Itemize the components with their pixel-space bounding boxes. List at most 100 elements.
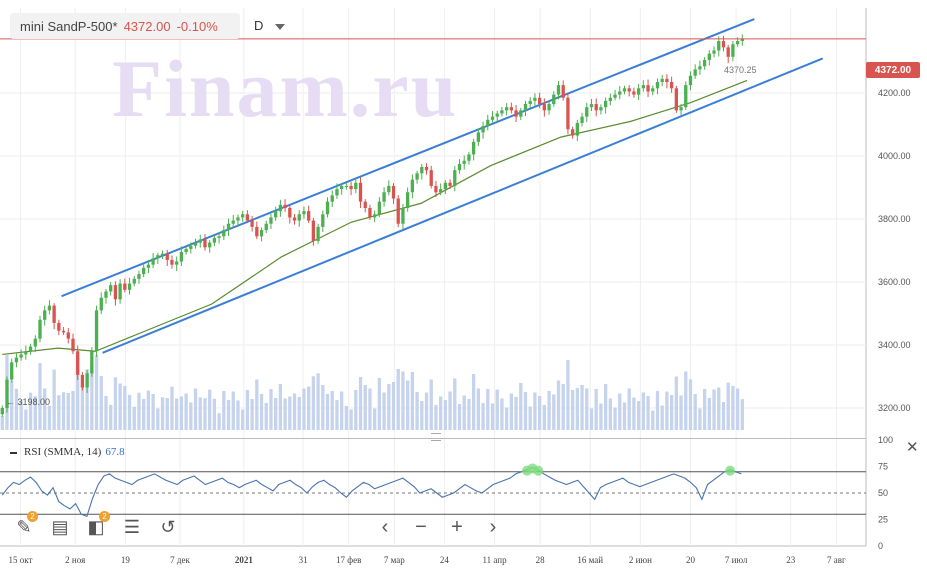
pencil-icon: ✎: [16, 516, 32, 537]
volume-bar: [401, 371, 405, 430]
zoom-in-button[interactable]: +: [446, 513, 468, 541]
candle-body: [434, 185, 438, 193]
volume-bar: [344, 406, 349, 430]
volume-bar: [283, 398, 287, 430]
candle-body: [203, 239, 207, 248]
volume-bar: [684, 371, 688, 430]
volume-bar: [109, 405, 113, 430]
volume-bar: [10, 380, 14, 430]
scroll-left-button[interactable]: ‹: [374, 513, 396, 541]
volume-bar: [274, 398, 278, 430]
candle-body: [335, 189, 339, 196]
draw-tool-button[interactable]: ✎ 2: [10, 511, 38, 541]
volume-bar: [179, 396, 184, 430]
candle-body: [500, 110, 504, 114]
volume-bar: [467, 399, 471, 430]
candle-body: [504, 107, 509, 111]
reset-button[interactable]: ↺: [154, 513, 182, 541]
candle-body: [311, 220, 316, 242]
volume-bar: [702, 389, 707, 430]
y-tick-label: 3600.00: [878, 277, 911, 287]
volume-bar: [453, 378, 457, 430]
candle-body: [721, 41, 726, 48]
volume-bar: [495, 389, 499, 430]
volume-bar: [594, 389, 598, 430]
candle-body: [47, 305, 52, 311]
candle-body: [688, 75, 693, 86]
candle-body: [679, 107, 683, 111]
x-tick-label: 7 дек: [170, 555, 190, 565]
candle-body: [486, 119, 490, 127]
x-tick-label: 7 июл: [725, 555, 748, 565]
candle-body: [99, 297, 103, 311]
volume-bar: [688, 379, 693, 430]
candle-body: [594, 104, 598, 111]
candle-body: [302, 211, 306, 215]
rsi-tick-label: 25: [878, 515, 888, 525]
bottom-toolbar: ✎ 2 ▤ ◧ 2 ☰ ↺: [10, 511, 182, 542]
candle-body: [109, 285, 113, 292]
collapse-icon[interactable]: [10, 452, 17, 454]
volume-bar: [717, 387, 721, 430]
pane-resize-handle[interactable]: [431, 433, 441, 441]
volume-bar: [278, 384, 283, 430]
candle-body: [368, 207, 372, 218]
instrument-header[interactable]: mini SandP-500* 4372.00 -0.10%: [10, 13, 240, 39]
volume-bar: [547, 391, 551, 430]
last-price-label: 4370.25: [724, 65, 757, 75]
settings-button[interactable]: ☰: [118, 513, 146, 541]
volume-bar: [19, 400, 23, 430]
candle-body: [717, 41, 721, 51]
volume-bar: [142, 399, 146, 430]
rsi-overbought-mark: [725, 465, 736, 476]
volume-bar: [28, 392, 33, 430]
volume-bar: [137, 392, 141, 430]
indicators-button[interactable]: ◧ 2: [82, 511, 110, 541]
candle-body: [618, 91, 622, 95]
chevron-down-icon[interactable]: [275, 24, 285, 30]
pane-divider[interactable]: [0, 438, 866, 439]
notes-button[interactable]: ▤: [46, 513, 74, 541]
candle-body: [439, 189, 443, 193]
candle-body: [288, 207, 292, 218]
candle-body: [495, 113, 499, 117]
period-selector[interactable]: D: [254, 18, 264, 33]
rsi-tick-label: 100: [878, 435, 893, 445]
instrument-symbol: mini SandP-500*: [20, 18, 118, 34]
candle-body: [575, 122, 579, 136]
volume-bar: [316, 373, 320, 430]
volume-bar: [325, 394, 330, 430]
candle-body: [85, 373, 89, 388]
volume-bar: [599, 403, 603, 430]
volume-bar: [575, 388, 579, 430]
candle-body: [406, 192, 410, 208]
candle-body: [420, 167, 424, 174]
candle-body: [698, 66, 702, 70]
candle-body: [5, 379, 9, 408]
candle-body: [622, 88, 627, 92]
volume-bar: [146, 390, 151, 430]
candle-body: [396, 198, 400, 224]
volume-bar: [43, 388, 47, 430]
volume-bar: [184, 393, 188, 430]
zoom-out-button[interactable]: −: [410, 513, 432, 541]
candle-body: [80, 374, 85, 388]
volume-bar: [340, 391, 344, 430]
volume-bar: [99, 376, 103, 430]
volume-bar: [189, 402, 193, 430]
x-tick-label: 20: [686, 555, 696, 565]
candle-body: [226, 223, 231, 231]
close-icon[interactable]: ✕: [906, 439, 919, 456]
candle-body: [212, 237, 217, 243]
candle-body: [429, 170, 433, 186]
candle-body: [250, 220, 254, 227]
rsi-tick-label: 75: [878, 462, 888, 472]
volume-bar: [693, 394, 697, 430]
candle-body: [387, 185, 391, 193]
volume-bar: [170, 386, 174, 430]
volume-bar: [514, 397, 518, 430]
scroll-right-button[interactable]: ›: [482, 513, 504, 541]
candle-body: [735, 41, 740, 45]
volume-bar: [33, 396, 37, 430]
